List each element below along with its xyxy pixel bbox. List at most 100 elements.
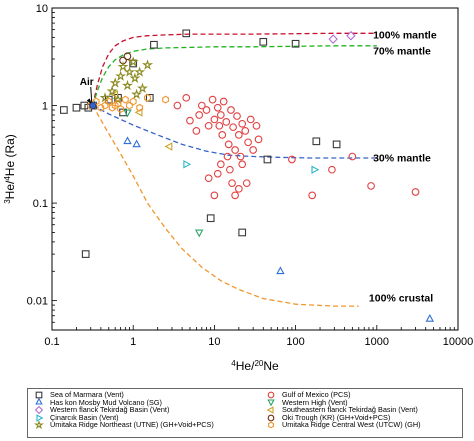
point-gulf-of-mexico-pcs	[328, 165, 336, 174]
point-gulf-of-mexico-pcs	[227, 106, 235, 114]
point-gulf-of-mexico-pcs	[228, 179, 236, 188]
point-umitaka-ridge-central-west-utcw-gh	[144, 93, 151, 102]
legend-item-southeastern-flanck-tekirda-basin-vent: Southeastern flanck Tekirdağ Basin (Vent…	[266, 406, 421, 414]
point-gulf-of-mexico-pcs	[204, 174, 213, 183]
annotation-30-mantle: 30% mantle	[373, 153, 431, 165]
legend-marker-southeastern-flanck-tekirda-basin-vent	[266, 406, 274, 414]
point-gulf-of-mexico-pcs	[229, 123, 237, 132]
point-western-flanck-tekirda-basin-vent	[328, 34, 338, 44]
point-gulf-of-mexico-pcs	[367, 182, 375, 190]
legend-item-western-flanck-tekirda-basin-vent: Western flanck Tekirdağ Basin (Vent)	[34, 405, 214, 415]
point-umitaka-ridge-central-west-utcw-gh	[97, 103, 105, 112]
point-oki-trough-kr-gh-void-pcs	[123, 52, 132, 61]
point-has-kon-mosby-mud-volcano-sg	[425, 313, 435, 322]
point-gulf-of-mexico-pcs	[238, 160, 247, 169]
point-gulf-of-mexico-pcs	[195, 111, 204, 119]
legend-label: Umitaka Ridge Northeast (UTNE) (GH+Void+…	[50, 420, 214, 430]
point-umitaka-ridge-central-west-utcw-gh	[121, 95, 129, 104]
legend-item-inarc-k-basin-vent: Çinarcık Basin (Vent)	[34, 414, 214, 422]
point-gulf-of-mexico-pcs	[242, 179, 251, 188]
legend-item-gulf-of-mexico-pcs: Gulf of Mexico (PCS)	[266, 391, 421, 399]
legend-symbol	[35, 398, 43, 405]
legend-label: Southeastern flanck Tekirdağ Basin (Vent…	[282, 405, 418, 415]
annotation-air: Air	[80, 77, 94, 88]
data-points	[60, 29, 435, 322]
point-umitaka-ridge-northeast-utne-gh-void-pcs	[117, 60, 129, 72]
point-gulf-of-mexico-pcs	[231, 191, 239, 200]
point-gulf-of-mexico-pcs	[233, 112, 241, 120]
point-sea-of-marmara-vent	[332, 140, 341, 149]
point-western-flanck-tekirda-basin-vent	[346, 30, 356, 41]
point-has-kon-mosby-mud-volcano-sg	[132, 139, 141, 148]
legend-symbol	[267, 391, 275, 399]
legend: Sea of Marmara (Vent) Has kon Mosby Mud V…	[27, 388, 463, 438]
point-gulf-of-mexico-pcs	[216, 160, 225, 169]
legend-symbol	[36, 413, 44, 422]
point-gulf-of-mexico-pcs	[222, 118, 231, 126]
x-axis-label: 4He/20Ne	[231, 359, 279, 374]
point-gulf-of-mexico-pcs	[288, 155, 296, 164]
point-gulf-of-mexico-pcs	[246, 115, 255, 124]
point-gulf-of-mexico-pcs	[234, 131, 243, 139]
point-sea-of-marmara-vent	[60, 106, 68, 114]
point-gulf-of-mexico-pcs	[249, 146, 257, 154]
point-umitaka-ridge-northeast-utne-gh-void-pcs	[112, 93, 124, 105]
annotation-70-mantle: 70% mantle	[373, 45, 431, 57]
point-gulf-of-mexico-pcs	[182, 93, 191, 102]
y-tick-label: 1	[42, 101, 48, 113]
x-tick-label: 100	[286, 336, 304, 348]
legend-symbol	[268, 421, 274, 429]
y-tick-label: 10	[36, 3, 48, 15]
point-gulf-of-mexico-pcs	[224, 140, 233, 149]
point-umitaka-ridge-central-west-utcw-gh	[92, 97, 100, 106]
legend-marker-inarc-k-basin-vent	[36, 413, 44, 422]
point-gulf-of-mexico-pcs	[223, 152, 232, 161]
point-gulf-of-mexico-pcs	[202, 106, 211, 114]
point-umitaka-ridge-central-west-utcw-gh	[136, 103, 144, 112]
point-sea-of-marmara-vent	[312, 137, 321, 146]
point-western-high-vent	[194, 229, 204, 238]
legend-column-right: Gulf of Mexico (PCS) Western High (Vent) S…	[266, 391, 421, 429]
legend-label: Sea of Marmara (Vent)	[50, 390, 124, 399]
point-gulf-of-mexico-pcs	[238, 119, 247, 128]
point-gulf-of-mexico-pcs	[197, 101, 206, 110]
point-umitaka-ridge-northeast-utne-gh-void-pcs	[127, 56, 139, 67]
point-gulf-of-mexico-pcs	[186, 116, 194, 125]
legend-symbol	[35, 391, 43, 399]
point-gulf-of-mexico-pcs	[231, 146, 239, 154]
legend-marker-has-kon-mosby-mud-volcano-sg	[35, 398, 43, 405]
point-gulf-of-mexico-pcs	[215, 121, 224, 130]
point-sea-of-marmara-vent	[81, 250, 90, 258]
legend-column-left: Sea of Marmara (Vent) Has kon Mosby Mud V…	[34, 390, 214, 430]
point-umitaka-ridge-northeast-utne-gh-void-pcs	[123, 66, 136, 77]
point-sea-of-marmara-vent	[129, 59, 138, 68]
point-gulf-of-mexico-pcs	[411, 188, 420, 196]
mixing-curve-30-mantle	[92, 104, 377, 159]
legend-label: Has kon Mosby Mud Volcano (SG)	[50, 397, 162, 407]
point-gulf-of-mexico-pcs	[192, 127, 201, 135]
legend-label: Western High (Vent)	[282, 397, 348, 407]
point-gulf-of-mexico-pcs	[173, 101, 182, 110]
legend-symbol	[267, 399, 275, 407]
point-gulf-of-mexico-pcs	[204, 121, 213, 130]
point-sea-of-marmara-vent	[291, 39, 300, 48]
point-umitaka-ridge-northeast-utne-gh-void-pcs	[131, 88, 142, 100]
point-umitaka-ridge-northeast-utne-gh-void-pcs	[115, 70, 127, 81]
legend-item-has-kon-mosby-mud-volcano-sg: Has kon Mosby Mud Volcano (SG)	[34, 397, 214, 407]
legend-item-umitaka-ridge-central-west-utcw-gh: Umitaka Ridge Central West (UTCW) (GH)	[266, 421, 421, 429]
point-umitaka-ridge-central-west-utcw-gh	[105, 97, 113, 106]
point-gulf-of-mexico-pcs	[213, 103, 222, 112]
point-has-kon-mosby-mud-volcano-sg	[123, 136, 132, 145]
legend-item-umitaka-ridge-northeast-utne-gh-void-pcs: Umitaka Ridge Northeast (UTNE) (GH+Void+…	[34, 420, 214, 430]
scatter-chart: 0.1 1 10 100 1000 10000 0.01 0.1 1 10 100% mantle…	[3, 3, 474, 374]
point-gulf-of-mexico-pcs	[252, 121, 261, 130]
legend-symbol	[34, 421, 44, 430]
legend-label: Gulf of Mexico (PCS)	[282, 390, 351, 399]
point-western-high-vent	[123, 109, 132, 118]
axis-ticks: 0.1 1 10 100 1000 10000 0.01 0.1 1 10	[27, 3, 474, 348]
mixing-curve-100-crustal	[92, 105, 359, 307]
legend-symbol	[267, 414, 275, 421]
legend-label: Western flanck Tekirdağ Basin (Vent)	[50, 405, 170, 415]
mixing-curve-100-mantle	[92, 32, 377, 106]
point-gulf-of-mexico-pcs	[210, 191, 219, 200]
